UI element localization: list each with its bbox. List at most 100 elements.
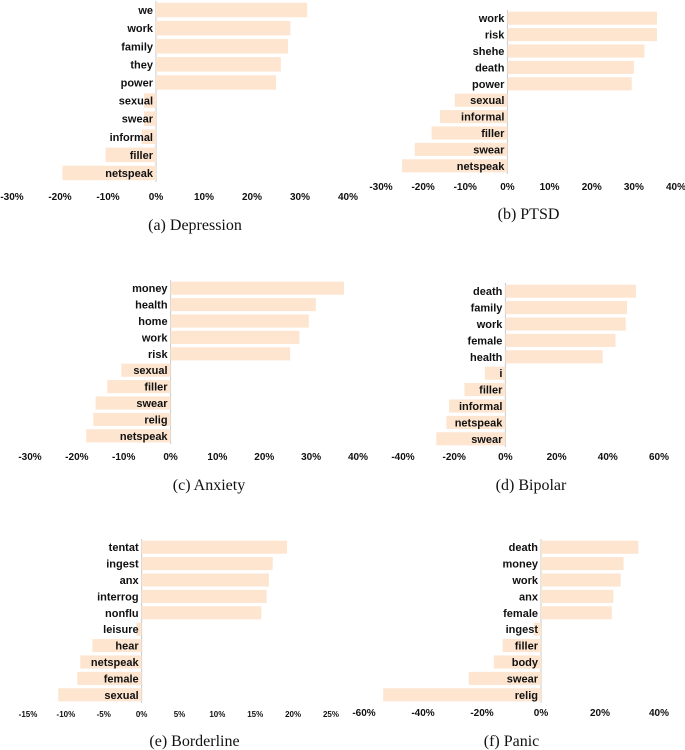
x-tick-label: -10% <box>96 192 119 203</box>
x-tick-label: 25% <box>323 710 339 719</box>
x-tick-label: 0% <box>500 182 515 193</box>
category-label-netspeak: netspeak <box>120 431 169 443</box>
bar-filler <box>107 380 171 394</box>
x-tick-label: -30% <box>0 192 23 203</box>
bar-work <box>505 317 626 331</box>
x-tick-label: 40% <box>338 192 358 203</box>
bar-family <box>156 39 288 54</box>
bar-filler <box>464 383 506 397</box>
category-label-they: they <box>130 59 154 71</box>
bar-death <box>505 284 636 298</box>
bar-they <box>156 57 281 72</box>
category-label-work: work <box>141 332 169 344</box>
category-label-work: work <box>478 13 506 25</box>
x-tick-label: -5% <box>97 710 111 719</box>
chart-panel-3: money health home work risk sexual filler swear… <box>18 280 368 494</box>
category-label-filler: filler <box>481 128 505 140</box>
chart-caption: (e) Borderline <box>149 733 239 750</box>
bar-nonflu <box>141 606 262 620</box>
category-label-risk: risk <box>148 349 168 361</box>
x-tick-label: -40% <box>411 708 434 719</box>
category-label-swear: swear <box>136 398 168 410</box>
bar-sexual <box>58 688 142 702</box>
category-label-informal: informal <box>110 132 153 144</box>
x-tick-label: -20% <box>65 452 88 463</box>
x-tick-label: -15% <box>19 710 38 719</box>
x-tick-label: 10% <box>207 452 227 463</box>
chart-caption: (f) Panic <box>484 733 540 750</box>
category-label-filler: filler <box>479 385 503 397</box>
bar-death <box>541 540 639 554</box>
bar-work <box>170 330 300 344</box>
x-tick-label: 20% <box>582 182 602 193</box>
x-tick-label: -20% <box>443 452 466 463</box>
category-label-sexual: sexual <box>104 690 138 702</box>
category-label-informal: informal <box>459 401 502 413</box>
category-label-ingest: ingest <box>106 559 139 571</box>
category-label-sexual: sexual <box>133 365 167 377</box>
category-label-anx: anx <box>519 591 539 603</box>
category-label-netspeak: netspeak <box>457 161 506 173</box>
bar-netspeak <box>402 159 508 173</box>
bar-health <box>505 350 603 364</box>
category-label-netspeak: netspeak <box>91 657 140 669</box>
category-label-money: money <box>132 283 168 295</box>
x-tick-label: 5% <box>174 710 186 719</box>
bar-netspeak <box>86 429 171 443</box>
category-label-leisure: leisure <box>103 624 138 636</box>
category-label-netspeak: netspeak <box>455 417 504 429</box>
category-label-power: power <box>121 77 154 89</box>
x-tick-label: -10% <box>112 452 135 463</box>
category-label-ingest: ingest <box>506 624 539 636</box>
category-label-work: work <box>511 575 539 587</box>
bar-female <box>505 333 616 347</box>
category-label-swear: swear <box>507 673 539 685</box>
bar-informal <box>141 129 156 144</box>
chart-panel-1: we work family they power sexual swear informal… <box>0 1 358 234</box>
x-tick-label: 0% <box>534 708 549 719</box>
x-tick-label: 10% <box>209 710 225 719</box>
bar-risk <box>170 347 291 361</box>
bar-informal <box>449 399 506 413</box>
bar-tentat <box>141 540 288 554</box>
x-tick-label: -20% <box>470 708 493 719</box>
chart-caption: (c) Anxiety <box>173 477 245 494</box>
category-label-health: health <box>470 352 503 364</box>
x-tick-label: 10% <box>194 192 214 203</box>
x-tick-label: -40% <box>391 452 414 463</box>
category-label-death: death <box>509 542 539 554</box>
category-label-relig: relig <box>515 690 538 702</box>
bar-risk <box>507 28 658 42</box>
bar-family <box>505 301 627 315</box>
category-label-i: i <box>499 368 502 380</box>
bar-work <box>156 20 291 36</box>
chart-panel-5: tentat ingest anx interrog nonflu leisure hear… <box>19 539 339 750</box>
bar-filler <box>502 639 541 653</box>
category-label-female: female <box>503 608 538 620</box>
bar-informal <box>440 110 508 124</box>
category-label-nonflu: nonflu <box>105 608 139 620</box>
category-label-sexual: sexual <box>119 96 153 108</box>
bar-power <box>156 75 276 90</box>
x-tick-label: -30% <box>369 182 392 193</box>
bar-swear <box>468 671 541 685</box>
category-label-we: we <box>137 5 153 17</box>
x-tick-label: 40% <box>649 708 669 719</box>
x-tick-label: -20% <box>411 182 434 193</box>
bar-netspeak <box>80 655 142 669</box>
bar-sexual <box>144 93 156 108</box>
category-label-death: death <box>475 62 505 74</box>
bar-swear <box>144 111 156 126</box>
bar-shehe <box>507 44 645 58</box>
chart-panel-4: death family work female health i filler inform… <box>391 283 669 494</box>
bar-we <box>156 2 308 18</box>
chart-caption: (d) Bipolar <box>496 477 567 494</box>
bar-work <box>507 11 658 25</box>
x-tick-label: 20% <box>242 192 262 203</box>
category-label-work: work <box>476 319 504 331</box>
category-label-anx: anx <box>120 575 140 587</box>
category-label-female: female <box>468 335 503 347</box>
category-label-swear: swear <box>122 114 154 126</box>
bar-power <box>507 77 632 91</box>
category-label-home: home <box>138 316 167 328</box>
